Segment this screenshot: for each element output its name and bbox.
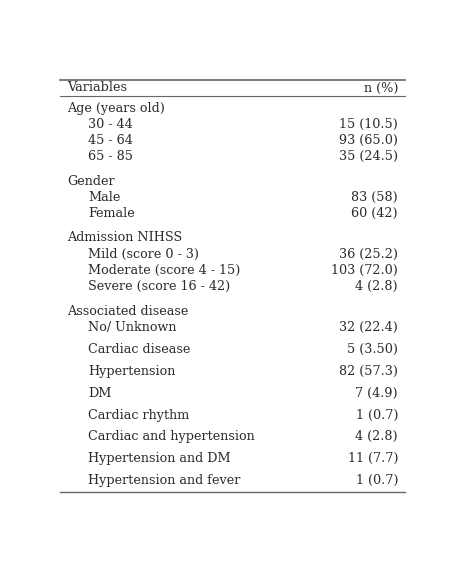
Text: Moderate (score 4 - 15): Moderate (score 4 - 15)	[89, 264, 241, 277]
Text: 32 (22.4): 32 (22.4)	[339, 321, 398, 334]
Text: 36 (25.2): 36 (25.2)	[339, 248, 398, 261]
Text: Age (years old): Age (years old)	[67, 102, 165, 115]
Text: 60 (42): 60 (42)	[351, 207, 398, 220]
Text: 5 (3.50): 5 (3.50)	[347, 343, 398, 356]
Text: 30 - 44: 30 - 44	[89, 118, 133, 131]
Text: 11 (7.7): 11 (7.7)	[348, 452, 398, 465]
Text: 45 - 64: 45 - 64	[89, 134, 133, 147]
Text: Cardiac and hypertension: Cardiac and hypertension	[89, 430, 255, 443]
Text: Hypertension and fever: Hypertension and fever	[89, 474, 241, 487]
Text: 93 (65.0): 93 (65.0)	[339, 134, 398, 147]
Text: 83 (58): 83 (58)	[351, 191, 398, 204]
Text: Admission NIHSS: Admission NIHSS	[67, 232, 183, 244]
Text: Mild (score 0 - 3): Mild (score 0 - 3)	[89, 248, 199, 261]
Text: No/ Unknown: No/ Unknown	[89, 321, 177, 334]
Text: Cardiac rhythm: Cardiac rhythm	[89, 409, 190, 422]
Text: Associated disease: Associated disease	[67, 305, 189, 318]
Text: 82 (57.3): 82 (57.3)	[339, 365, 398, 378]
Text: Severe (score 16 - 42): Severe (score 16 - 42)	[89, 280, 231, 293]
Text: 103 (72.0): 103 (72.0)	[331, 264, 398, 277]
Text: Cardiac disease: Cardiac disease	[89, 343, 191, 356]
Text: Hypertension: Hypertension	[89, 365, 176, 378]
Text: 1 (0.7): 1 (0.7)	[355, 409, 398, 422]
Text: 4 (2.8): 4 (2.8)	[355, 280, 398, 293]
Text: Gender: Gender	[67, 175, 115, 188]
Text: 35 (24.5): 35 (24.5)	[339, 150, 398, 163]
Text: DM: DM	[89, 387, 112, 400]
Text: 15 (10.5): 15 (10.5)	[339, 118, 398, 131]
Text: 7 (4.9): 7 (4.9)	[355, 387, 398, 400]
Text: Hypertension and DM: Hypertension and DM	[89, 452, 231, 465]
Text: Female: Female	[89, 207, 135, 220]
Text: 1 (0.7): 1 (0.7)	[355, 474, 398, 487]
Text: 65 - 85: 65 - 85	[89, 150, 133, 163]
Text: Variables: Variables	[67, 81, 127, 94]
Text: 4 (2.8): 4 (2.8)	[355, 430, 398, 443]
Text: n (%): n (%)	[364, 81, 398, 94]
Text: Male: Male	[89, 191, 121, 204]
